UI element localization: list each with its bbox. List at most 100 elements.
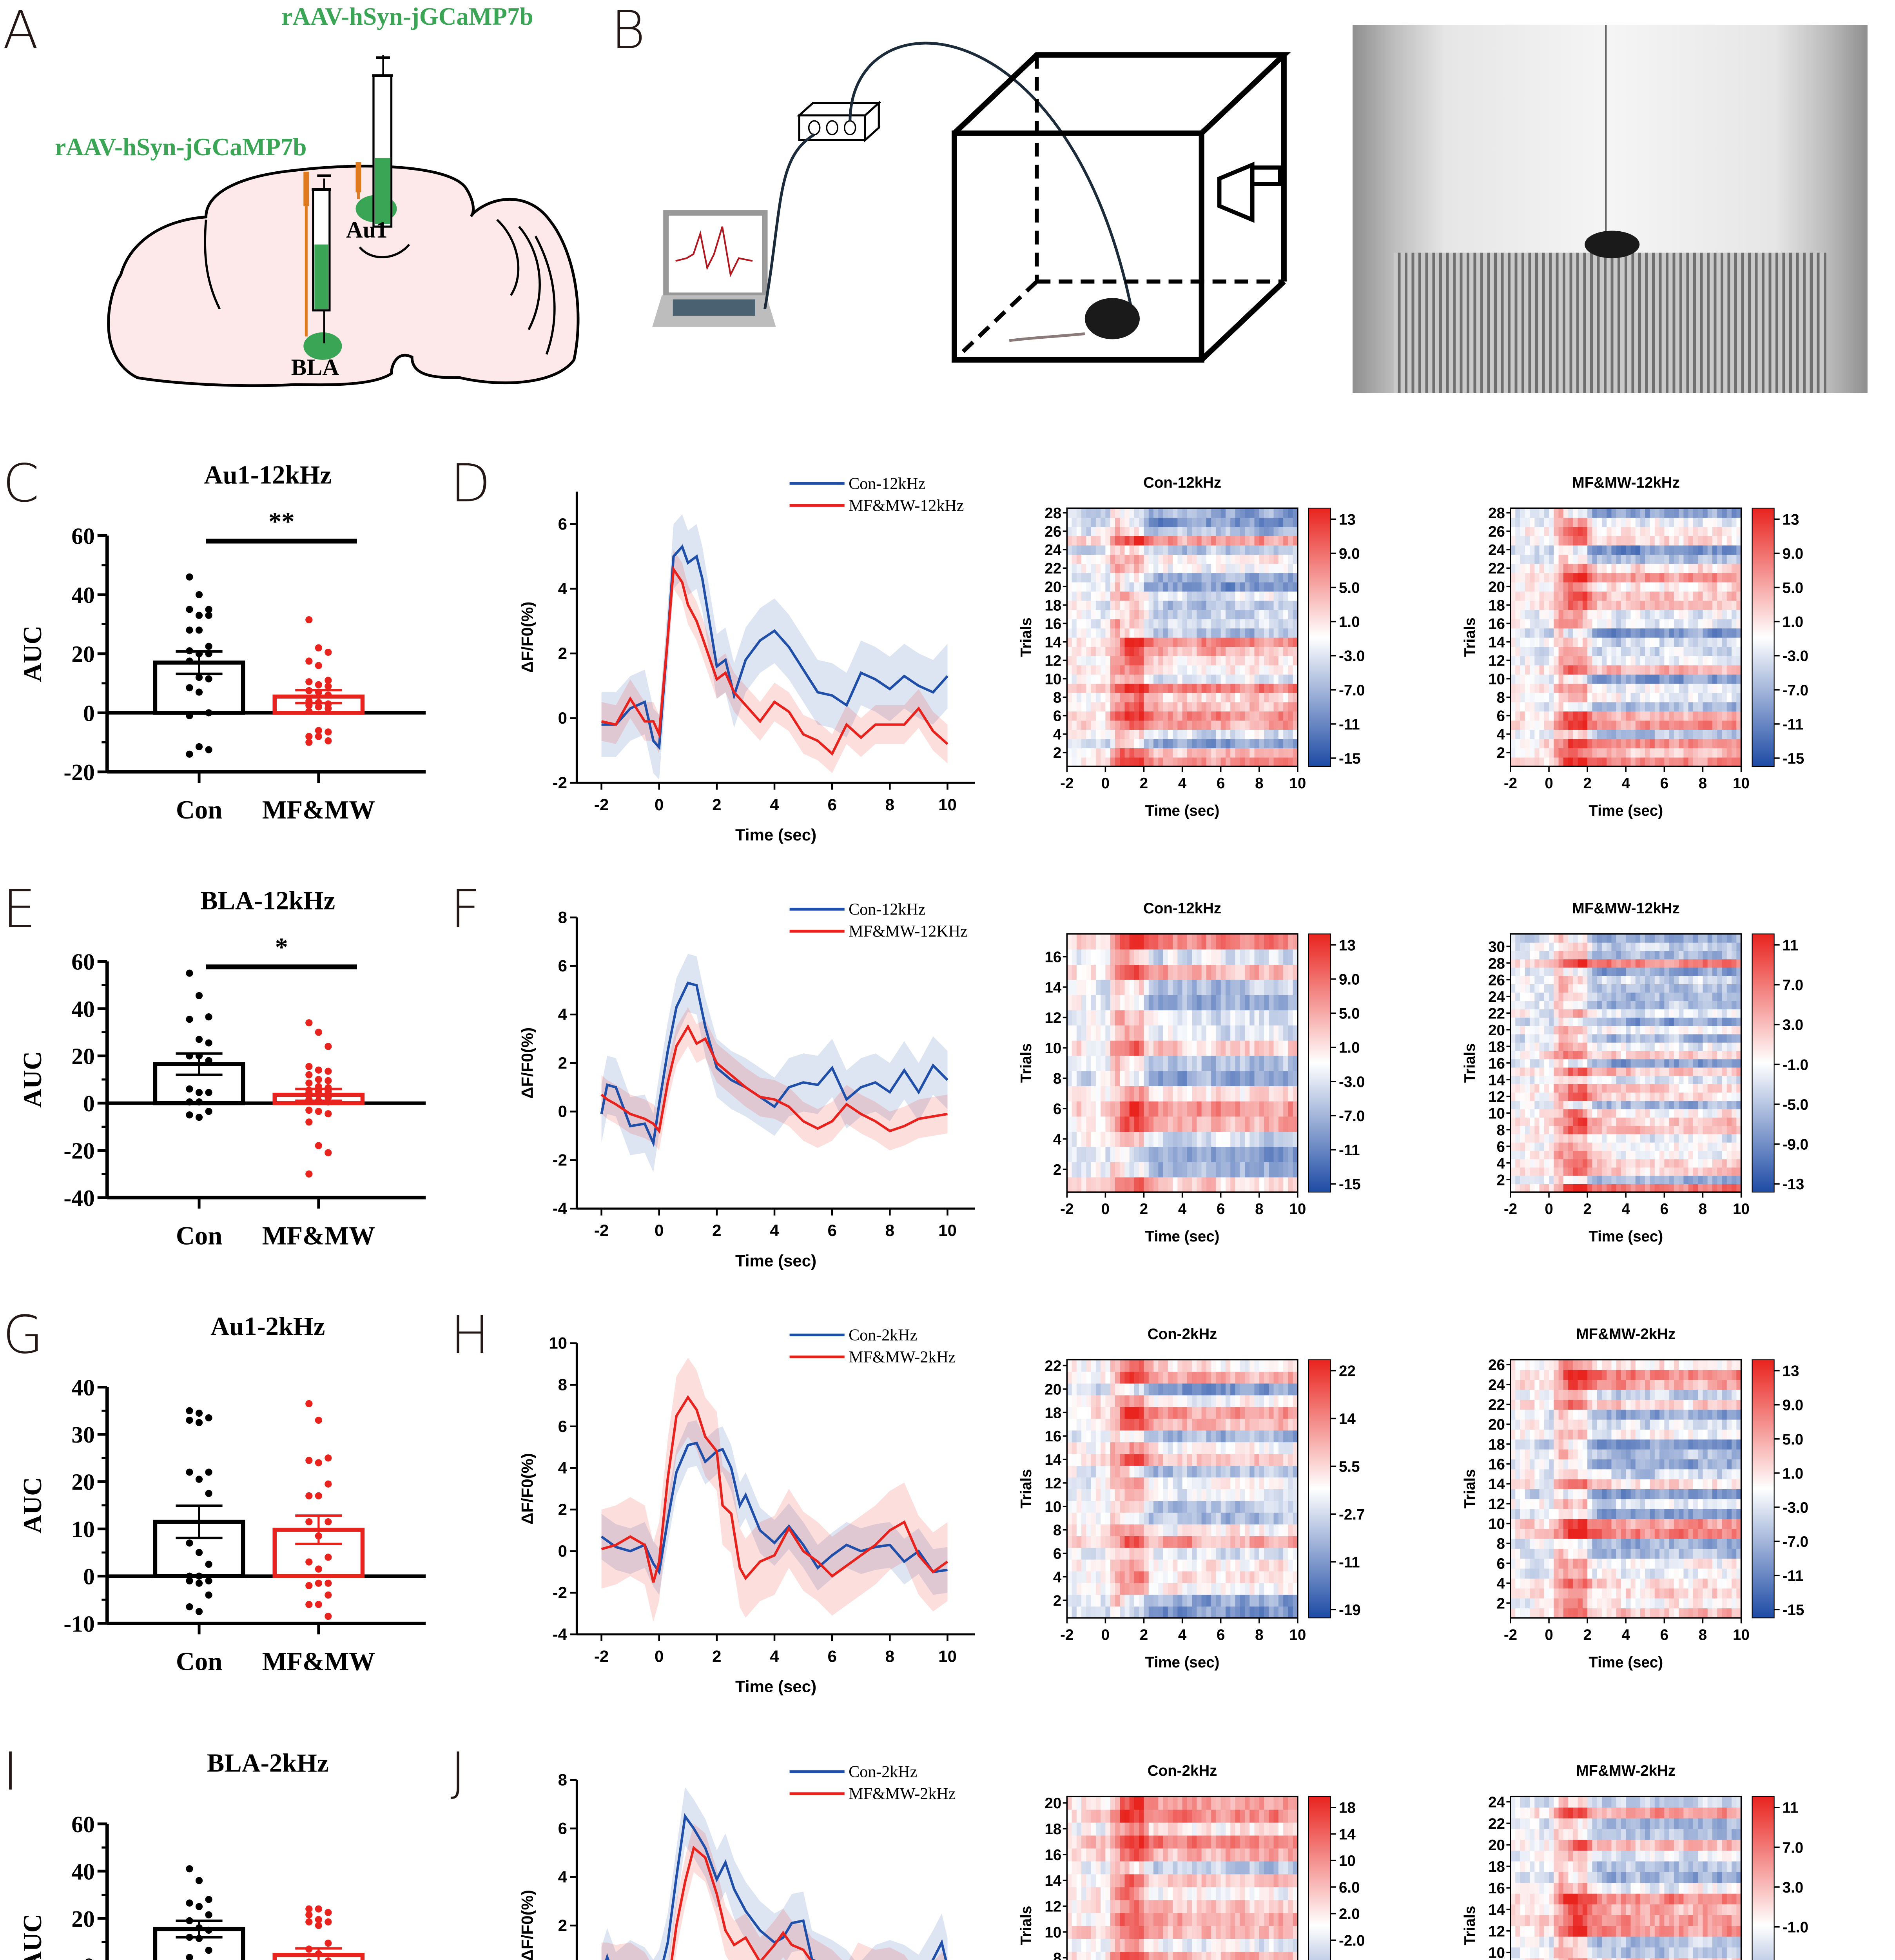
heatmap-cell — [1669, 1067, 1674, 1076]
heatmap-cell — [1607, 1183, 1612, 1193]
heatmap-cell — [1578, 526, 1583, 536]
heatmap-cell — [1278, 1101, 1284, 1117]
heatmap-cell — [1549, 729, 1554, 739]
heatmap-cell — [1635, 1042, 1641, 1051]
heatmap-cell — [1254, 582, 1260, 592]
heatmap-cell — [1158, 1010, 1164, 1025]
heatmap-cell — [1635, 739, 1641, 749]
heatmap-cell — [1659, 720, 1665, 730]
heatmap-cell — [1211, 517, 1217, 527]
heatmap-cell — [1144, 720, 1149, 730]
heatmap-cell — [1698, 637, 1703, 647]
heatmap-cell — [1582, 748, 1588, 758]
heatmap-cell — [1283, 979, 1289, 995]
heatmap-cell — [1722, 573, 1727, 583]
data-point — [315, 1142, 322, 1149]
heatmap-cell — [1269, 582, 1274, 592]
heatmap-cell — [1288, 739, 1293, 749]
heatmap-cell — [1254, 517, 1260, 527]
y-tick-label: 2 — [558, 1054, 567, 1072]
heatmap-cell — [1592, 1092, 1598, 1101]
y-tick-label: -40 — [63, 1185, 94, 1211]
heatmap-cell — [1722, 1067, 1727, 1076]
heatmap-cell — [1220, 1055, 1226, 1071]
heatmap-cell — [1259, 1025, 1265, 1041]
heatmap-cell — [1635, 720, 1641, 730]
heatmap-cell — [1578, 683, 1583, 693]
heatmap-cell — [1717, 646, 1723, 656]
heatmap-cell — [1254, 610, 1260, 619]
heatmap-cell — [1072, 655, 1077, 666]
heatmap-cell — [1235, 619, 1240, 629]
heatmap-cell — [1192, 1085, 1197, 1102]
heatmap-cell — [1530, 655, 1535, 666]
heatmap-cell — [1635, 1100, 1641, 1109]
heatmap-cell — [1712, 545, 1718, 555]
heatmap-cell — [1601, 1125, 1607, 1134]
heatmap-cell — [1616, 1017, 1622, 1026]
heatmap-cell — [1515, 692, 1521, 702]
heatmap-cell — [1177, 535, 1183, 546]
heatmap-cell — [1510, 1125, 1516, 1134]
heatmap-cell — [1597, 508, 1603, 518]
x-tick-label: 0 — [655, 1221, 664, 1240]
heatmap-cell — [1703, 683, 1708, 693]
heatmap-cell — [1192, 591, 1197, 601]
data-point — [205, 642, 212, 650]
heatmap-cell — [1530, 1009, 1535, 1018]
heatmap-cell — [1616, 720, 1622, 730]
x-tick-label: 4 — [770, 1221, 779, 1240]
heatmap-cell — [1698, 1167, 1703, 1176]
heatmap-cell — [1573, 1117, 1578, 1126]
heatmap-cell — [1645, 517, 1650, 527]
heatmap-cell — [1091, 637, 1096, 647]
heatmap-cell — [1601, 646, 1607, 656]
heatmap-cell — [1067, 702, 1072, 711]
heatmap-cell — [1621, 1050, 1627, 1060]
heatmap-cell — [1105, 949, 1111, 965]
heatmap-cell — [1264, 1071, 1269, 1086]
heatmap-cell — [1515, 720, 1521, 730]
heatmap-cell — [1539, 582, 1545, 592]
heatmap-cell — [1091, 1055, 1096, 1071]
heatmap-cell — [1225, 563, 1231, 573]
heatmap-cell — [1688, 619, 1694, 629]
heatmap-cell — [1674, 1175, 1679, 1184]
data-point — [325, 737, 332, 745]
heatmap-cell — [1264, 979, 1269, 995]
heatmap-cell — [1607, 1134, 1612, 1143]
heatmap-cell — [1254, 637, 1260, 647]
heatmap-cell — [1539, 1100, 1545, 1109]
heatmap-cell — [1722, 517, 1727, 527]
heatmap-cell — [1206, 545, 1212, 555]
data-point — [186, 626, 193, 634]
heatmap-cell — [1601, 610, 1607, 619]
heatmap-cell — [1554, 655, 1559, 666]
heatmap-cell — [1544, 748, 1550, 758]
heatmap-cell — [1220, 554, 1226, 564]
heatmap-cell — [1568, 1017, 1574, 1026]
heatmap-cell — [1601, 1092, 1607, 1101]
heatmap-cell — [1626, 1092, 1631, 1101]
heatmap-cell — [1650, 1125, 1655, 1134]
heatmap-cell — [1549, 582, 1554, 592]
heatmap-cell — [1072, 1085, 1077, 1102]
heatmap-cell — [1616, 1142, 1622, 1151]
heatmap-cell — [1240, 582, 1246, 592]
heatmap-cell — [1650, 628, 1655, 638]
heatmap-cell — [1683, 535, 1689, 546]
heatmap-cell — [1722, 1025, 1727, 1034]
heatmap-cell — [1264, 748, 1269, 758]
heatmap-cell — [1269, 1116, 1274, 1132]
heatmap-cell — [1601, 1034, 1607, 1043]
y-tick-label: 14 — [1045, 979, 1061, 996]
heatmap-cell — [1688, 692, 1694, 702]
heatmap-cell — [1732, 582, 1737, 592]
heatmap-cell — [1554, 610, 1559, 619]
heatmap-cell — [1669, 1017, 1674, 1026]
heatmap-cell — [1582, 1150, 1588, 1160]
heatmap-cell — [1163, 563, 1168, 573]
heatmap-cell — [1124, 508, 1130, 518]
heatmap-cell — [1597, 554, 1603, 564]
heatmap-cell — [1669, 1109, 1674, 1118]
